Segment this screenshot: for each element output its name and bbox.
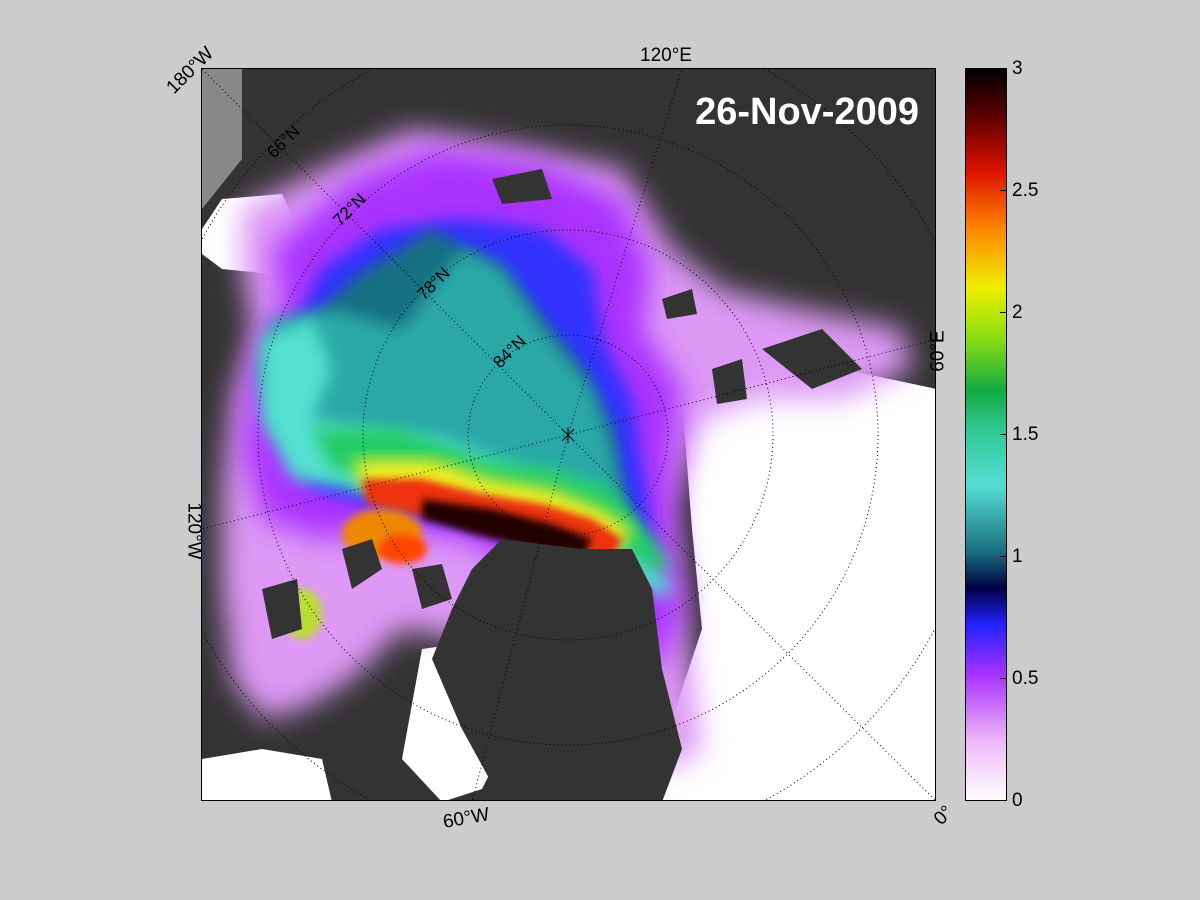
- lon-label-120w: 120°W: [183, 502, 205, 560]
- colorbar-gradient: [966, 69, 1006, 800]
- island-novaya: [762, 329, 862, 389]
- colorbar-tickmark-2.5: [1000, 190, 1007, 191]
- meridian-5: [472, 434, 569, 800]
- caa-patch-3: [377, 534, 427, 564]
- colorbar-tick-2: 2: [1012, 302, 1023, 323]
- lat-circle-72: [257, 124, 879, 746]
- grey-ocean-pacific: [202, 69, 242, 209]
- greenland: [432, 539, 682, 800]
- colorbar-tickmark-2: [1000, 312, 1007, 313]
- colorbar-tick-1: 1: [1012, 546, 1023, 567]
- island-3: [262, 579, 302, 639]
- colorbar-tick-0: 0: [1012, 790, 1023, 811]
- lat-circle-78: [362, 229, 774, 641]
- island-svalbard: [712, 359, 747, 404]
- date-label: 26-Nov-2009: [695, 91, 919, 133]
- colorbar: [965, 68, 1007, 801]
- open-water-hudson: [202, 749, 332, 800]
- meridian-6: [202, 434, 569, 530]
- island-ns: [492, 169, 552, 204]
- graticule: [202, 69, 935, 800]
- colorbar-tickmark-0.5: [1000, 678, 1007, 679]
- sea-ice-thickness-map: 66°N 72°N 78°N 84°N 26-Nov-2009: [201, 68, 936, 801]
- lon-label-0: 0°: [929, 801, 958, 830]
- colorbar-tick-2.5: 2.5: [1012, 180, 1039, 201]
- map-canvas: 66°N 72°N 78°N 84°N: [202, 69, 935, 800]
- lon-label-60w: 60°W: [441, 804, 492, 833]
- open-water-atlantic: [652, 369, 935, 800]
- colorbar-tick-0.5: 0.5: [1012, 668, 1039, 689]
- colorbar-tickmark-3: [1000, 68, 1007, 69]
- island-fj: [662, 289, 697, 319]
- colorbar-tickmark-1: [1000, 556, 1007, 557]
- lon-label-60e: 60°E: [927, 330, 949, 372]
- pole-marker: [561, 427, 575, 443]
- meridian-4: [567, 434, 935, 800]
- colorbar-tickmark-0: [1000, 800, 1007, 801]
- island-1: [342, 539, 382, 589]
- lon-label-120e: 120°E: [640, 45, 692, 66]
- lat-circle-84: [467, 334, 669, 536]
- island-2: [412, 564, 452, 609]
- colorbar-tickmark-1.5: [1000, 434, 1007, 435]
- colorbar-tick-3: 3: [1012, 58, 1023, 79]
- ice-thickest: [422, 499, 592, 559]
- colorbar-tick-1.5: 1.5: [1012, 424, 1039, 445]
